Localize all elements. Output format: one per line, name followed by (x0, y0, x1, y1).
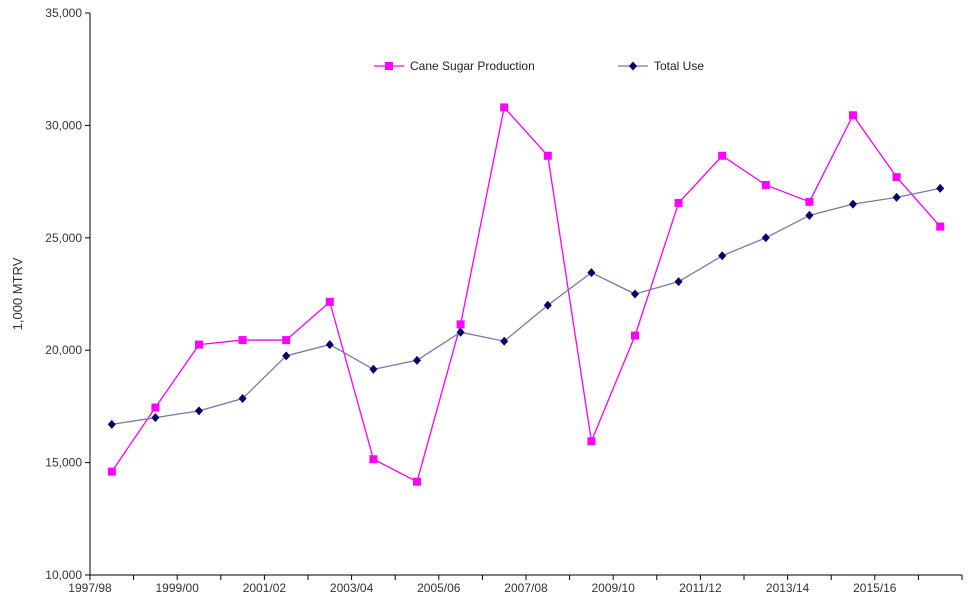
x-tick-label: 2015/16 (853, 581, 897, 595)
data-point-total-use (456, 327, 465, 337)
data-point-cane-sugar-production (674, 198, 683, 207)
data-point-cane-sugar-production (107, 467, 116, 476)
data-point-total-use (107, 419, 116, 429)
data-point-cane-sugar-production (892, 173, 901, 182)
legend-marker (629, 61, 637, 71)
series-total-use (107, 183, 945, 429)
data-point-total-use (849, 199, 857, 209)
data-point-cane-sugar-production (195, 340, 203, 349)
data-point-cane-sugar-production (761, 180, 770, 189)
data-point-cane-sugar-production (282, 336, 291, 345)
data-point-total-use (936, 183, 945, 193)
x-tick-label: 2001/02 (243, 581, 287, 595)
data-point-total-use (413, 355, 421, 365)
legend: Cane Sugar Production Total Use (374, 59, 704, 73)
x-tick-label: 2013/14 (766, 581, 810, 595)
data-point-total-use (500, 336, 509, 346)
x-tick-label: 2007/08 (504, 581, 548, 595)
data-point-total-use (195, 406, 203, 416)
legend-marker (385, 62, 393, 70)
data-point-total-use (805, 210, 814, 220)
y-tick-label: 25,000 (45, 231, 82, 245)
x-tick-label: 2005/06 (417, 581, 461, 595)
data-point-cane-sugar-production (325, 297, 334, 306)
y-axis-title: 1,000 MTRV (10, 257, 25, 330)
axes (89, 13, 962, 576)
data-point-total-use (543, 300, 552, 310)
data-point-cane-sugar-production (151, 403, 160, 412)
data-point-total-use (369, 364, 378, 374)
x-tick-label: 2003/04 (330, 581, 374, 595)
data-point-total-use (718, 251, 727, 261)
x-tick-label: 1999/00 (156, 581, 200, 595)
legend-item-cane-sugar-production: Cane Sugar Production (374, 59, 535, 73)
y-tick-label: 20,000 (45, 343, 82, 357)
x-tick-label: 2011/12 (679, 581, 722, 595)
data-point-cane-sugar-production (718, 151, 727, 160)
data-point-cane-sugar-production (456, 320, 465, 329)
data-point-cane-sugar-production (631, 331, 639, 340)
data-point-total-use (674, 277, 683, 287)
y-tick-label: 30,000 (45, 118, 82, 132)
legend-label: Total Use (654, 59, 704, 73)
data-point-total-use (325, 340, 334, 350)
data-point-total-use (587, 268, 596, 278)
data-point-cane-sugar-production (936, 222, 945, 231)
y-tick-label: 15,000 (45, 456, 82, 470)
data-point-cane-sugar-production (413, 477, 421, 486)
legend-label: Cane Sugar Production (410, 59, 535, 73)
x-tick-label: 2009/10 (592, 581, 636, 595)
data-point-cane-sugar-production (369, 455, 378, 464)
legend-item-total-use: Total Use (618, 59, 704, 73)
series-cane-sugar-production (107, 103, 945, 486)
data-point-cane-sugar-production (805, 197, 814, 206)
series-layer (107, 103, 945, 486)
x-axis-ticks: 1997/98 1999/00 2001/02 2003/04 2005/06 2007/… (68, 575, 963, 595)
y-tick-label: 10,000 (45, 568, 82, 582)
data-point-total-use (238, 394, 247, 404)
series-line-cane-sugar-production (111, 106, 941, 483)
data-point-total-use (151, 413, 160, 423)
y-axis-ticks: 10,000 15,000 20,000 25,000 30,000 35,000 (45, 6, 90, 582)
x-tick-label: 1997/98 (68, 581, 112, 595)
data-point-cane-sugar-production (238, 336, 247, 345)
series-line-total-use (111, 187, 941, 426)
data-point-cane-sugar-production (500, 103, 509, 112)
data-point-total-use (761, 233, 770, 243)
data-point-total-use (631, 289, 639, 299)
y-tick-label: 35,000 (45, 6, 82, 20)
data-point-total-use (892, 192, 901, 202)
data-point-total-use (282, 351, 291, 361)
data-point-cane-sugar-production (543, 151, 552, 160)
data-point-cane-sugar-production (849, 111, 857, 120)
data-point-cane-sugar-production (587, 437, 596, 446)
